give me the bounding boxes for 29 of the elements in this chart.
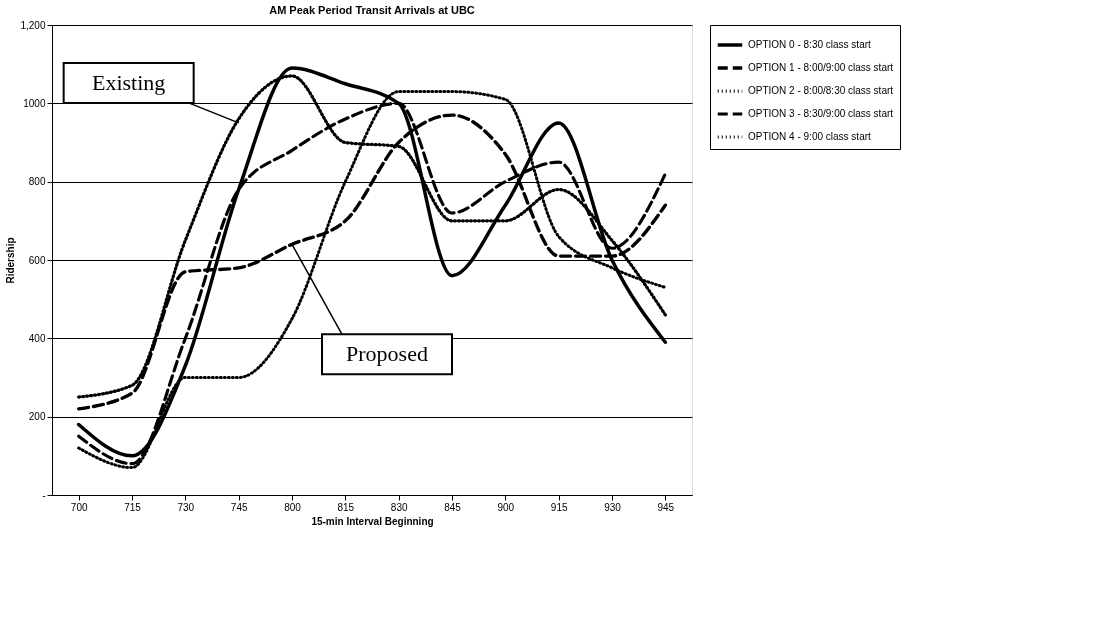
- x-tick-label: 715: [124, 501, 142, 513]
- legend-label: OPTION 0 - 8:30 class start: [748, 39, 872, 50]
- legend-label: OPTION 2 - 8:00/8:30 class start: [748, 85, 894, 96]
- x-tick-label: 915: [550, 501, 568, 513]
- x-tick-label: 930: [604, 501, 622, 513]
- y-tick-label: 600: [28, 254, 46, 266]
- x-tick-label: 745: [230, 501, 248, 513]
- y-tick-label: 800: [28, 176, 46, 188]
- y-tick-label: 200: [28, 411, 46, 423]
- annotation: Proposed: [346, 341, 428, 367]
- x-tick-label: 800: [284, 501, 302, 513]
- x-tick-label: 815: [337, 501, 355, 513]
- x-tick-label: 945: [657, 501, 675, 513]
- y-tick-label: -: [42, 489, 46, 501]
- legend-label: OPTION 3 - 8:30/9:00 class start: [748, 108, 894, 119]
- x-axis-title: 15-min Interval Beginning: [311, 515, 434, 527]
- x-tick-label: 845: [444, 501, 462, 513]
- y-axis-title: Ridership: [5, 237, 17, 284]
- x-tick-label: 900: [497, 501, 515, 513]
- annotation: Existing: [91, 69, 166, 95]
- y-tick-label: 1,200: [20, 19, 46, 31]
- y-tick-label: 400: [28, 332, 46, 344]
- legend-label: OPTION 4 - 9:00 class start: [748, 131, 872, 142]
- legend-label: OPTION 1 - 8:00/9:00 class start: [748, 62, 894, 73]
- x-tick-label: 830: [390, 501, 408, 513]
- x-tick-label: 700: [70, 501, 88, 513]
- y-tick-label: 1000: [23, 97, 46, 109]
- chart-title: AM Peak Period Transit Arrivals at UBC: [269, 4, 475, 16]
- x-tick-label: 730: [177, 501, 195, 513]
